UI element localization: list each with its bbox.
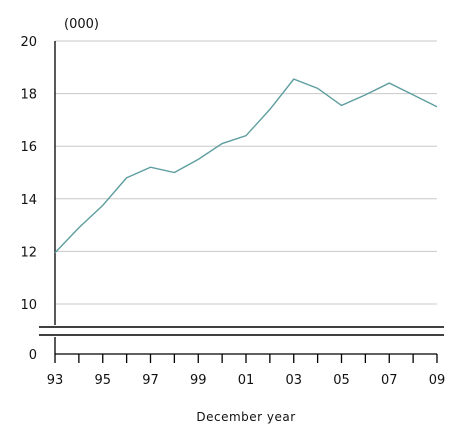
y-tick-label: 0 xyxy=(29,348,37,363)
x-tick-label: 95 xyxy=(94,373,111,388)
unit-label: (000) xyxy=(64,17,99,32)
y-tick-label: 18 xyxy=(20,88,37,103)
x-tick-label: 97 xyxy=(142,373,159,388)
x-tick-labels: 93 95 97 99 01 03 05 07 09 xyxy=(47,373,446,388)
series-line xyxy=(54,78,438,254)
x-tick-label: 01 xyxy=(238,373,255,388)
x-tick-label: 03 xyxy=(285,373,302,388)
x-tick-label: 99 xyxy=(190,373,207,388)
y-tick-label: 20 xyxy=(20,35,37,50)
y-tick-label: 14 xyxy=(20,193,37,208)
x-axis-title: December year xyxy=(196,410,295,424)
y-tick-label: 12 xyxy=(20,245,37,260)
x-tick-label: 07 xyxy=(381,373,398,388)
y-tick-label: 10 xyxy=(20,298,37,313)
x-tick-label: 93 xyxy=(47,373,64,388)
axes xyxy=(39,41,444,363)
series-group xyxy=(54,78,438,254)
gridlines xyxy=(55,40,437,305)
x-tick-label: 05 xyxy=(333,373,350,388)
y-tick-label: 16 xyxy=(20,140,37,155)
x-tick-label: 09 xyxy=(429,373,446,388)
y-tick-labels: 0 10 12 14 16 18 20 xyxy=(20,35,37,363)
